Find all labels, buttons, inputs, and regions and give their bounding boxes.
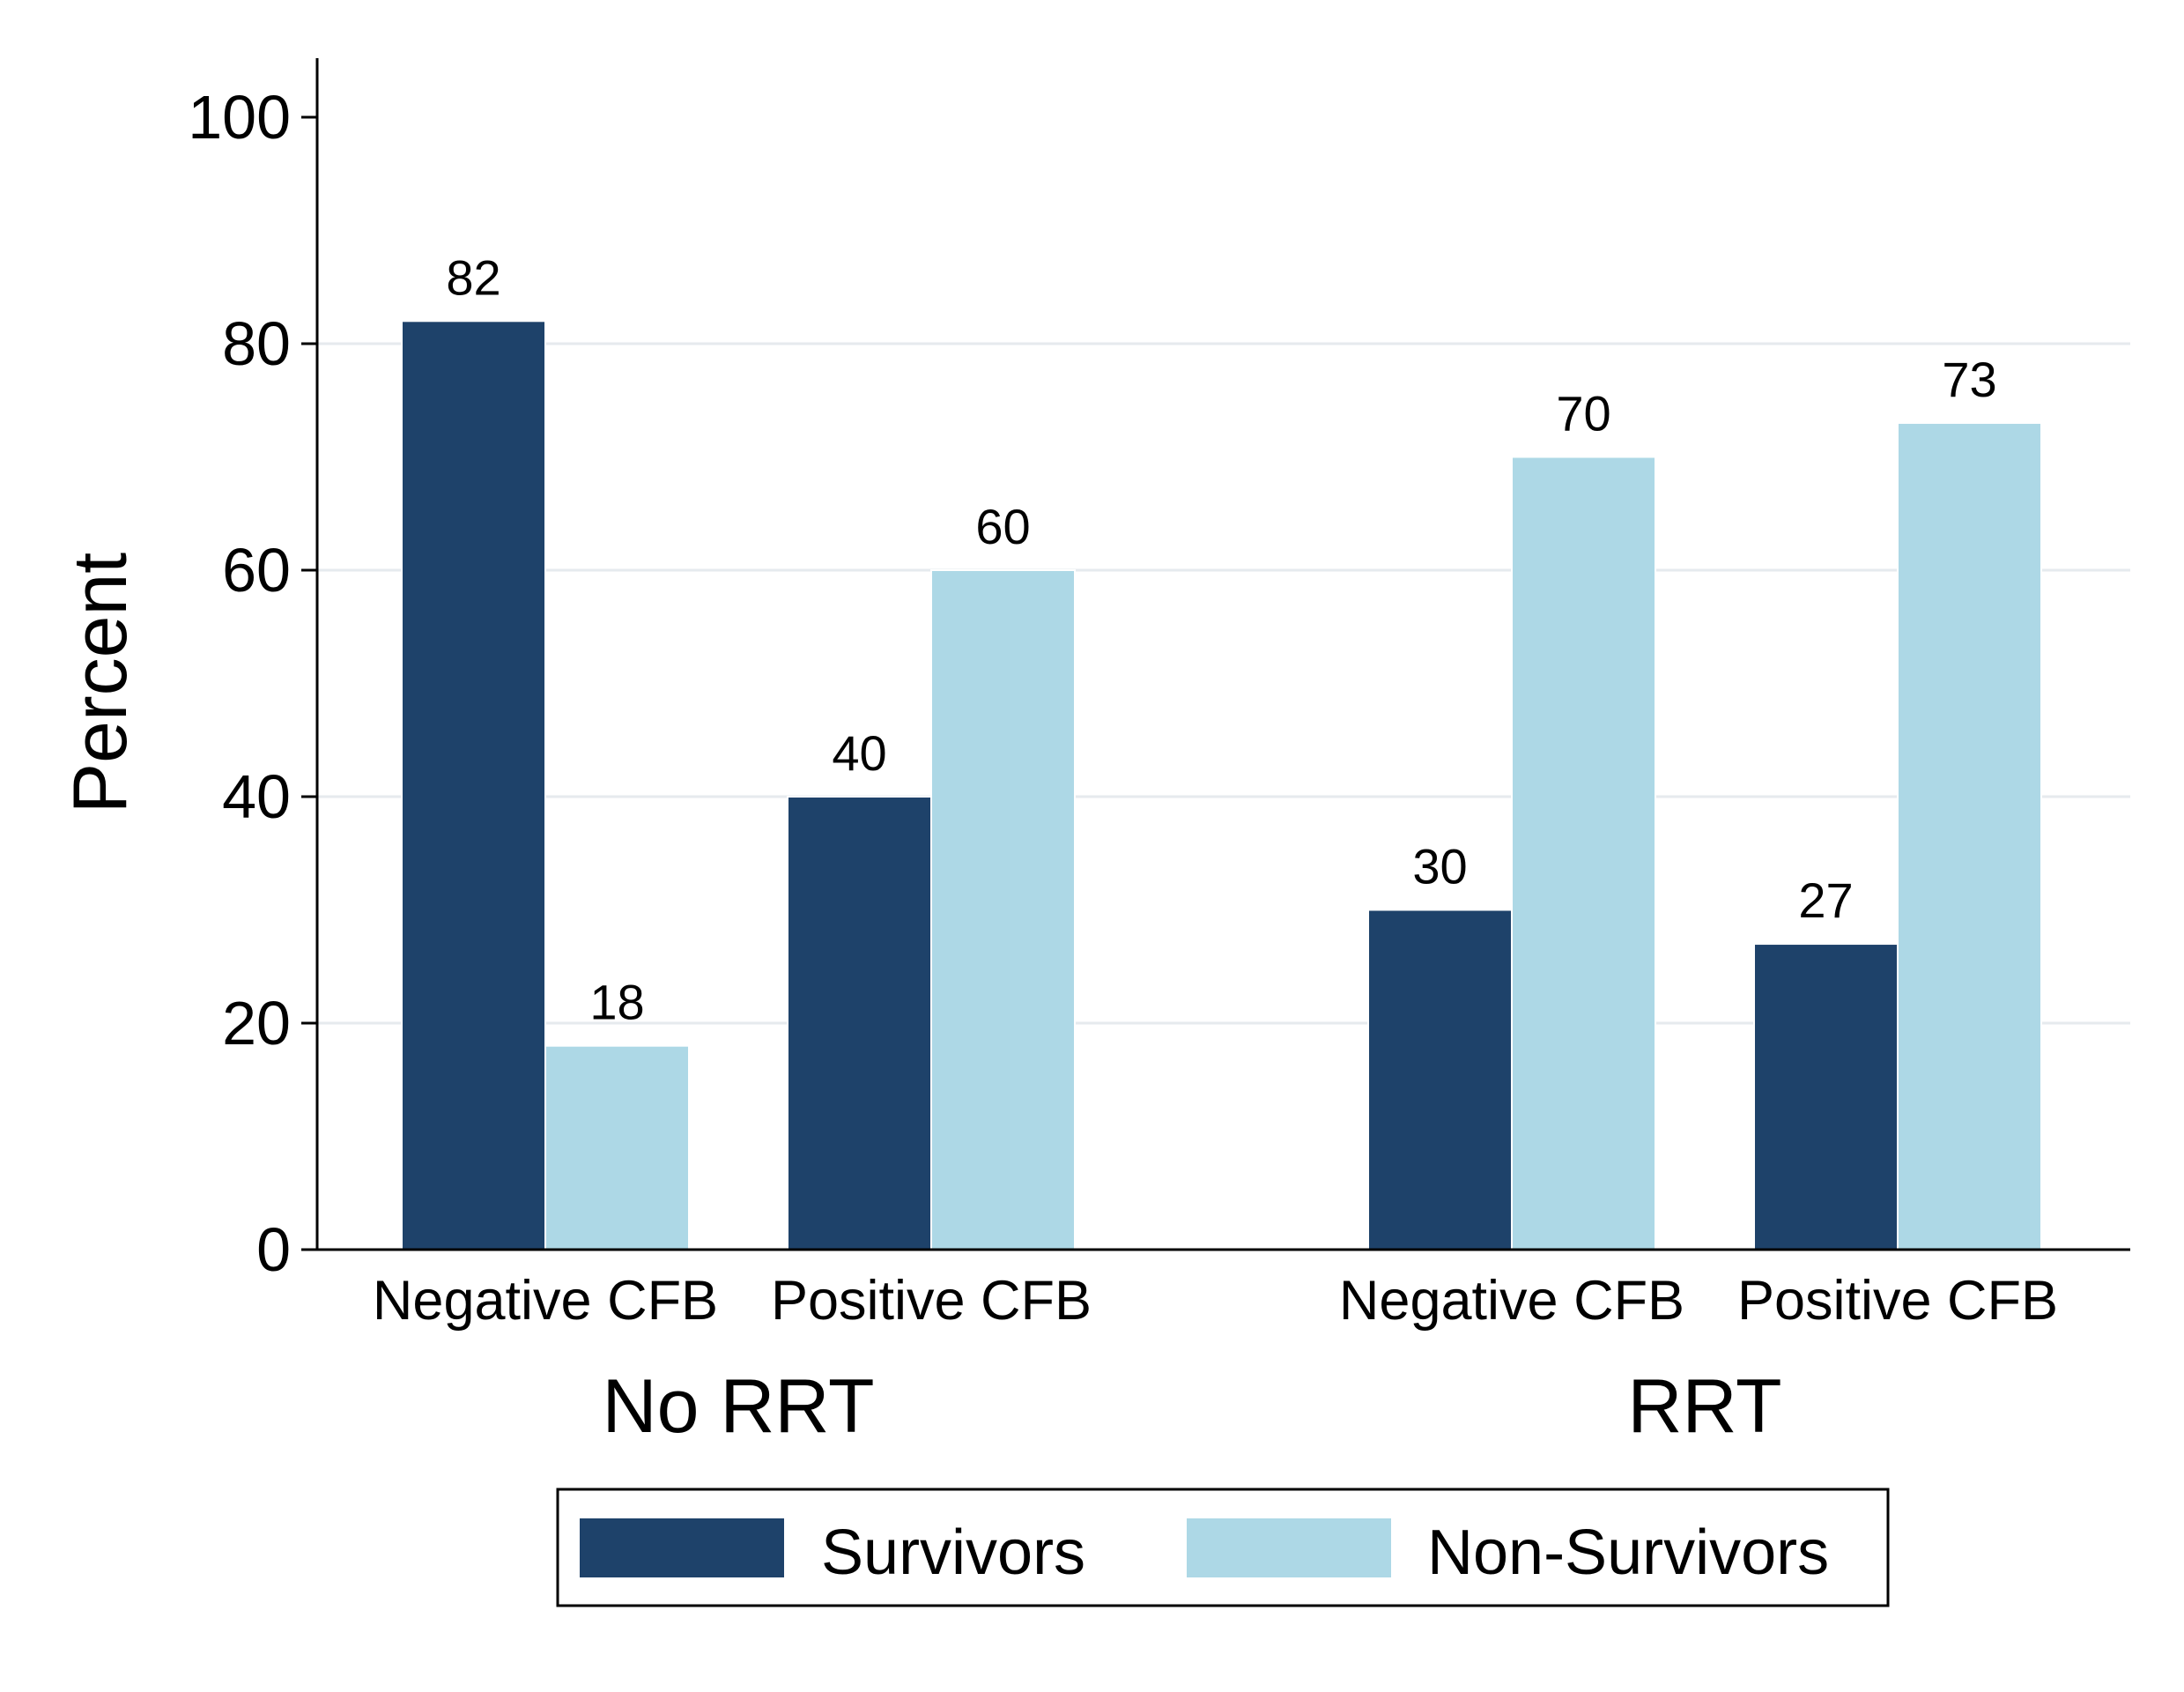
x-tick-label: Negative CFB xyxy=(373,1270,718,1332)
y-tick-label: 60 xyxy=(222,536,291,605)
bar-non-survivors xyxy=(1897,421,2042,1250)
y-axis-title: Percent xyxy=(58,553,143,813)
group-label: No RRT xyxy=(602,1364,874,1449)
data-label: 30 xyxy=(1412,839,1467,894)
data-label: 27 xyxy=(1798,872,1853,928)
legend-label-survivors: Survivors xyxy=(821,1518,1085,1588)
labels: 82 18 Negative CFB 40 60 Positive CFB No RRT 30… xyxy=(58,83,2058,1449)
bar-non-survivors xyxy=(930,569,1076,1250)
bar-survivors xyxy=(787,796,932,1250)
legend-label-non-survivors: Non-Survivors xyxy=(1427,1518,1829,1588)
x-tick-label: Negative CFB xyxy=(1339,1270,1684,1332)
y-tick-label: 40 xyxy=(222,762,291,831)
bar-survivors xyxy=(1367,909,1513,1250)
data-label: 18 xyxy=(589,975,644,1030)
legend-swatch-non-survivors xyxy=(1187,1518,1391,1577)
axes xyxy=(301,58,2130,1251)
data-label: 82 xyxy=(446,249,500,305)
y-tick-label: 80 xyxy=(222,309,291,378)
bar-survivors xyxy=(1753,943,1899,1251)
group-label: RRT xyxy=(1627,1364,1781,1449)
legend-swatch-survivors xyxy=(580,1518,784,1577)
y-tick-label: 20 xyxy=(222,989,291,1058)
data-label: 40 xyxy=(832,725,886,781)
x-tick-label: Positive CFB xyxy=(771,1270,1092,1332)
data-label: 70 xyxy=(1556,386,1610,442)
y-tick-label: 100 xyxy=(188,83,291,152)
data-label: 60 xyxy=(975,499,1030,554)
bar-survivors xyxy=(401,320,546,1250)
x-tick-label: Positive CFB xyxy=(1737,1270,2058,1332)
data-label: 73 xyxy=(1942,352,1996,407)
y-tick-label: 0 xyxy=(256,1215,291,1284)
bars xyxy=(401,320,2042,1251)
bar-non-survivors xyxy=(1511,456,1656,1250)
bar-non-survivors xyxy=(544,1044,690,1250)
legend: Survivors Non-Survivors xyxy=(556,1488,1890,1607)
